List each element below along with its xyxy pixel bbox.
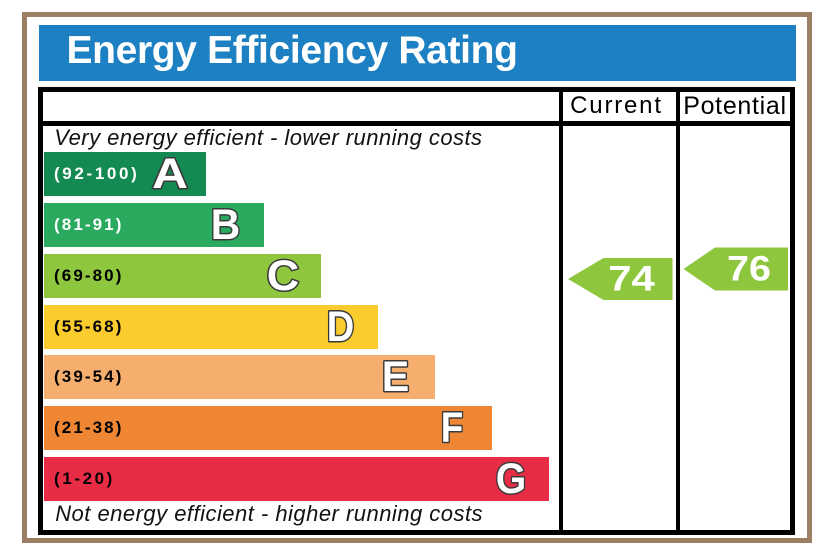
svg-text:76: 76 <box>727 250 771 289</box>
svg-text:F: F <box>441 404 464 452</box>
svg-text:B: B <box>211 201 241 249</box>
svg-text:D: D <box>327 303 355 351</box>
svg-text:C: C <box>267 252 300 300</box>
svg-text:74: 74 <box>608 260 655 299</box>
svg-text:A: A <box>152 150 188 198</box>
svg-text:G: G <box>496 455 527 503</box>
svg-text:E: E <box>382 353 410 401</box>
